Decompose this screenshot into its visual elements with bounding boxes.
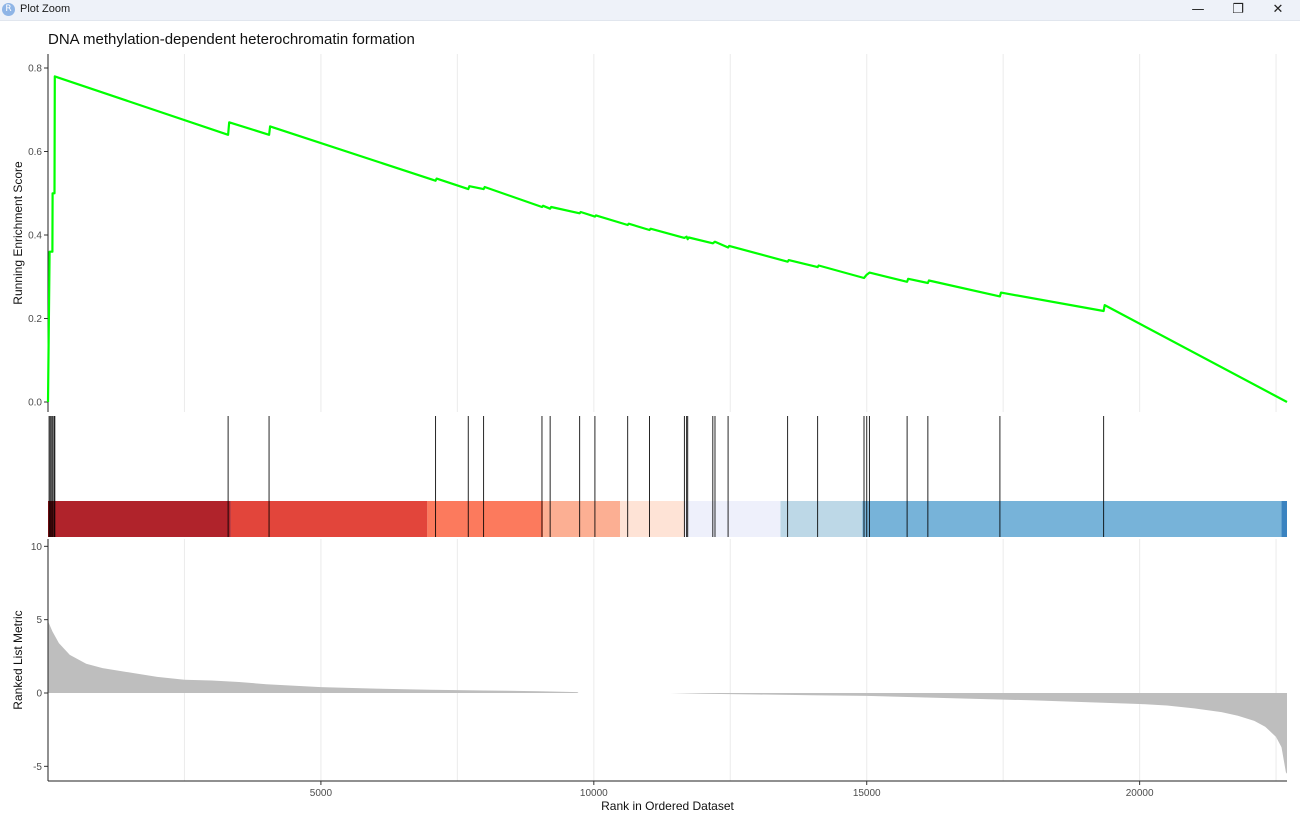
y-tick-label: 0.2 — [28, 314, 42, 325]
heat-band-segment — [862, 501, 1282, 537]
window-title: Plot Zoom — [20, 3, 71, 15]
y-tick-label: 0.8 — [28, 64, 42, 75]
heat-band-segment — [427, 501, 544, 537]
ranked-metric-area — [48, 621, 1287, 774]
x-tick-label: 5000 — [310, 788, 333, 799]
heat-band-segment — [1281, 501, 1287, 537]
r-app-icon: R — [2, 3, 15, 16]
y-tick-label: -5 — [33, 762, 42, 773]
x-axis-label: Rank in Ordered Dataset — [601, 799, 734, 813]
minimize-button[interactable]: — — [1191, 2, 1205, 17]
window-titlebar: R Plot Zoom — ❐ ✕ — [0, 0, 1300, 21]
heat-band-segment — [230, 501, 428, 537]
x-tick-label: 20000 — [1126, 788, 1154, 799]
heat-band-segment — [780, 501, 863, 537]
heat-band-segment — [543, 501, 621, 537]
enrichment-score-line — [46, 75, 1288, 403]
y-tick-label: 0.4 — [28, 231, 42, 242]
y-tick-label: 0 — [36, 689, 42, 700]
y-axis-label-rm: Ranked List Metric — [11, 610, 25, 709]
heat-band-segment — [48, 501, 54, 537]
heat-band-segment — [53, 501, 231, 537]
restore-button[interactable]: ❐ — [1232, 2, 1244, 17]
y-axis-label-es: Running Enrichment Score — [11, 161, 25, 305]
heat-band-segment — [684, 501, 781, 537]
close-button[interactable]: ✕ — [1272, 2, 1284, 17]
chart-title: DNA methylation-dependent heterochromati… — [48, 31, 415, 48]
y-tick-label: 0.6 — [28, 147, 42, 158]
x-tick-label: 10000 — [580, 788, 608, 799]
heat-band-segment — [620, 501, 685, 537]
y-tick-label: 5 — [36, 615, 42, 626]
y-tick-label: 10 — [31, 542, 43, 553]
y-tick-label: 0.0 — [28, 398, 42, 409]
x-tick-label: 15000 — [853, 788, 881, 799]
gsea-plot: DNA methylation-dependent heterochromati… — [11, 31, 1288, 813]
